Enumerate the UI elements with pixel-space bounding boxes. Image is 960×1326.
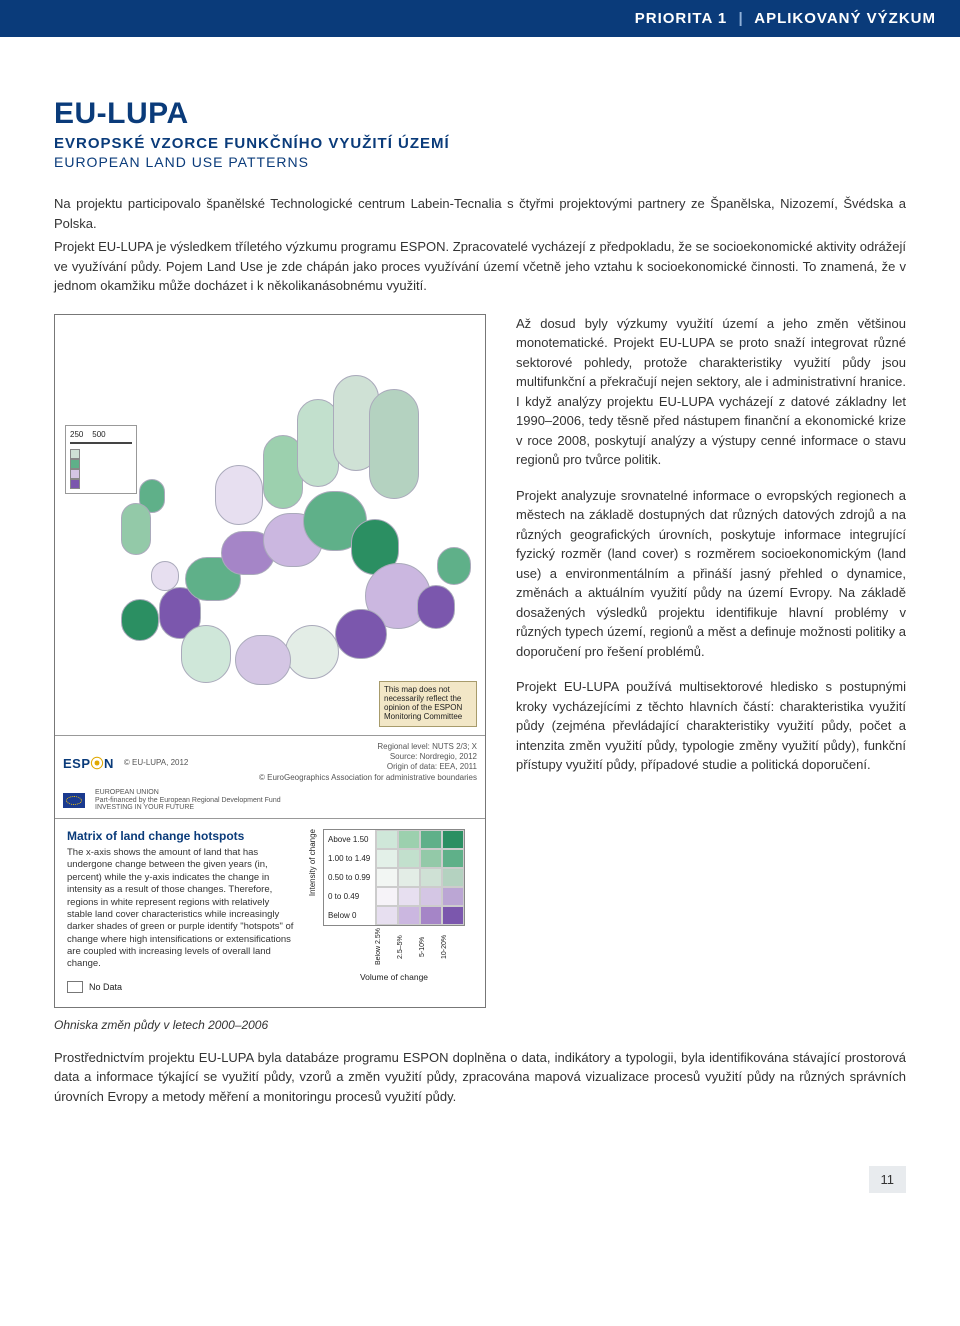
map-disclaimer-note: This map does not necessarily reflect th… <box>379 681 477 726</box>
matrix-cell <box>442 906 464 925</box>
map-region <box>369 389 419 499</box>
eu-flag-icon <box>63 793 85 808</box>
matrix-cell <box>376 849 398 868</box>
map-region <box>151 561 179 591</box>
matrix-cell <box>420 887 442 906</box>
matrix-col-label: 5-10% <box>419 926 441 968</box>
legend-matrix: Intensity of change Above 1.501.00 to 1.… <box>308 829 473 992</box>
matrix-cell <box>420 830 442 849</box>
map-region <box>215 465 263 525</box>
page-number: 11 <box>869 1166 907 1193</box>
map-footer-band: ESP⦿N © EU-LUPA, 2012 Regional level: NU… <box>55 735 485 790</box>
matrix-cell <box>442 887 464 906</box>
matrix-col-label: Below 2.5% <box>375 926 397 968</box>
map-mini-legend: 250 500 <box>65 425 137 495</box>
map-region <box>121 599 159 641</box>
matrix-cell <box>420 849 442 868</box>
matrix-x-axis-label: Volume of change <box>323 972 465 982</box>
header-title: APLIKOVANÝ VÝZKUM <box>754 10 936 27</box>
two-column-layout: 250 500 This map does not necessarily re… <box>54 314 906 1032</box>
map-region <box>121 503 151 555</box>
map-copyright: © EU-LUPA, 2012 <box>124 758 188 767</box>
closing-paragraph: Prostřednictvím projektu EU-LUPA byla da… <box>54 1048 906 1107</box>
matrix-cell <box>376 830 398 849</box>
page-footer: 11 <box>0 1166 960 1193</box>
legend-description: The x-axis shows the amount of land that… <box>67 847 296 970</box>
espon-logo: ESP⦿N <box>63 753 114 772</box>
right-para-1: Až dosud byly výzkumy využití území a je… <box>516 314 906 470</box>
matrix-row-label: 1.00 to 1.49 <box>324 849 376 868</box>
page-content: EU-LUPA EVROPSKÉ VZORCE FUNKČNÍHO VYUŽIT… <box>0 37 960 1146</box>
matrix-cell <box>398 849 420 868</box>
legend-nodata: No Data <box>67 981 296 993</box>
eu-funding-text: EUROPEAN UNIONPart-financed by the Europ… <box>95 789 281 812</box>
matrix-y-axis-label: Intensity of change <box>308 829 317 896</box>
matrix-col-label: 10-20% <box>441 926 463 968</box>
right-para-2: Projekt analyzuje srovnatelné informace … <box>516 486 906 662</box>
project-title: EU-LUPA <box>54 97 906 131</box>
matrix-cell <box>398 868 420 887</box>
header-priorita: PRIORITA 1 <box>635 10 728 27</box>
matrix-cell <box>420 906 442 925</box>
project-subtitle-en: EUROPEAN LAND USE PATTERNS <box>54 154 906 170</box>
nodata-swatch <box>67 981 83 993</box>
matrix-cell <box>398 887 420 906</box>
map-legend-section: Matrix of land change hotspots The x-axi… <box>55 818 485 1006</box>
matrix-row-label: Below 0 <box>324 906 376 925</box>
map-eu-row: EUROPEAN UNIONPart-financed by the Europ… <box>55 789 485 818</box>
header-sep: | <box>732 10 749 27</box>
matrix-cell <box>376 906 398 925</box>
right-para-3: Projekt EU-LUPA používá multisektorové h… <box>516 677 906 775</box>
map-region <box>437 547 471 585</box>
intro-paragraph: Na projektu participovalo španělské Tech… <box>54 194 906 296</box>
matrix-cell <box>442 868 464 887</box>
matrix-cell <box>442 849 464 868</box>
nodata-label: No Data <box>89 982 122 992</box>
map-region <box>417 585 455 629</box>
matrix-cell <box>376 887 398 906</box>
page-header-band: PRIORITA 1 | APLIKOVANÝ VÝZKUM <box>0 0 960 37</box>
figure-caption: Ohniska změn půdy v letech 2000–2006 <box>54 1018 494 1032</box>
matrix-row-label: 0.50 to 0.99 <box>324 868 376 887</box>
text-column: Až dosud byly výzkumy využití území a je… <box>516 314 906 791</box>
matrix-col-labels: Below 2.5%2.5–5%5-10%10-20% <box>323 926 465 968</box>
map-region <box>335 609 387 659</box>
matrix-row-label: 0 to 0.49 <box>324 887 376 906</box>
map-region <box>235 635 291 685</box>
color-matrix: Above 1.501.00 to 1.490.50 to 0.990 to 0… <box>323 829 465 926</box>
matrix-row-label: Above 1.50 <box>324 830 376 849</box>
matrix-cell <box>398 906 420 925</box>
legend-title: Matrix of land change hotspots <box>67 829 296 843</box>
project-subtitle-cz: EVROPSKÉ VZORCE FUNKČNÍHO VYUŽITÍ ÚZEMÍ <box>54 135 906 152</box>
matrix-cell <box>376 868 398 887</box>
map-region <box>285 625 339 679</box>
figure-column: 250 500 This map does not necessarily re… <box>54 314 494 1032</box>
matrix-cell <box>442 830 464 849</box>
matrix-cell <box>420 868 442 887</box>
map-figure: 250 500 This map does not necessarily re… <box>54 314 486 1008</box>
matrix-col-label: 2.5–5% <box>397 926 419 968</box>
map-meta-right: Regional level: NUTS 2/3; XSource: Nordr… <box>259 742 477 784</box>
map-canvas: 250 500 This map does not necessarily re… <box>55 315 485 735</box>
matrix-cell <box>398 830 420 849</box>
map-region <box>181 625 231 683</box>
